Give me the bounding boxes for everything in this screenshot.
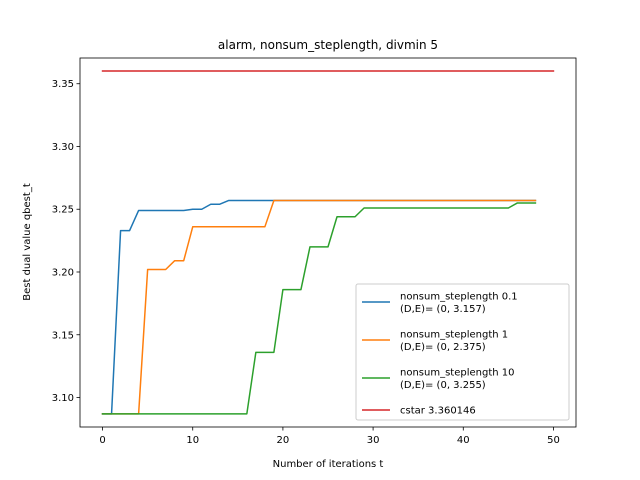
y-tick-label: 3.10 [52,393,74,404]
x-tick-label: 40 [457,435,470,446]
x-tick-label: 50 [547,435,560,446]
legend-sublabel-2: (D,E)= (0, 3.255) [400,380,486,391]
y-axis-label: Best dual value qbest_t [22,183,33,301]
legend-label-3: cstar 3.360146 [400,406,476,417]
legend-label-2: nonsum_steplength 10 [400,368,515,379]
y-tick-label: 3.25 [52,205,74,216]
x-tick-label: 10 [186,435,199,446]
plot-frame [79,57,577,428]
legend-sublabel-0: (D,E)= (0, 3.157) [400,304,486,315]
y-tick-label: 3.35 [52,79,74,90]
x-axis-label: Number of iterations t [273,459,384,470]
x-tick-label: 30 [367,435,380,446]
chart-title: alarm, nonsum_steplength, divmin 5 [218,38,438,52]
series-line-2 [101,202,537,415]
y-tick-label: 3.30 [52,142,74,153]
legend-label-0: nonsum_steplength 0.1 [400,292,518,303]
y-tick-label: 3.15 [52,330,74,341]
legend: nonsum_steplength 0.1(D,E)= (0, 3.157) no… [355,283,570,421]
legend-sublabel-1: (D,E)= (0, 2.375) [400,342,486,353]
axis-ticks: 0 10 20 30 40 50 3.10 3.15 3.20 3.25 3.30 3.35 [52,79,560,446]
legend-label-1: nonsum_steplength 1 [400,330,508,341]
legend-box [355,283,570,421]
x-tick-label: 0 [99,435,105,446]
x-tick-label: 20 [277,435,290,446]
plot-area [101,70,555,415]
y-tick-label: 3.20 [52,267,74,278]
series-line-0 [101,199,537,415]
